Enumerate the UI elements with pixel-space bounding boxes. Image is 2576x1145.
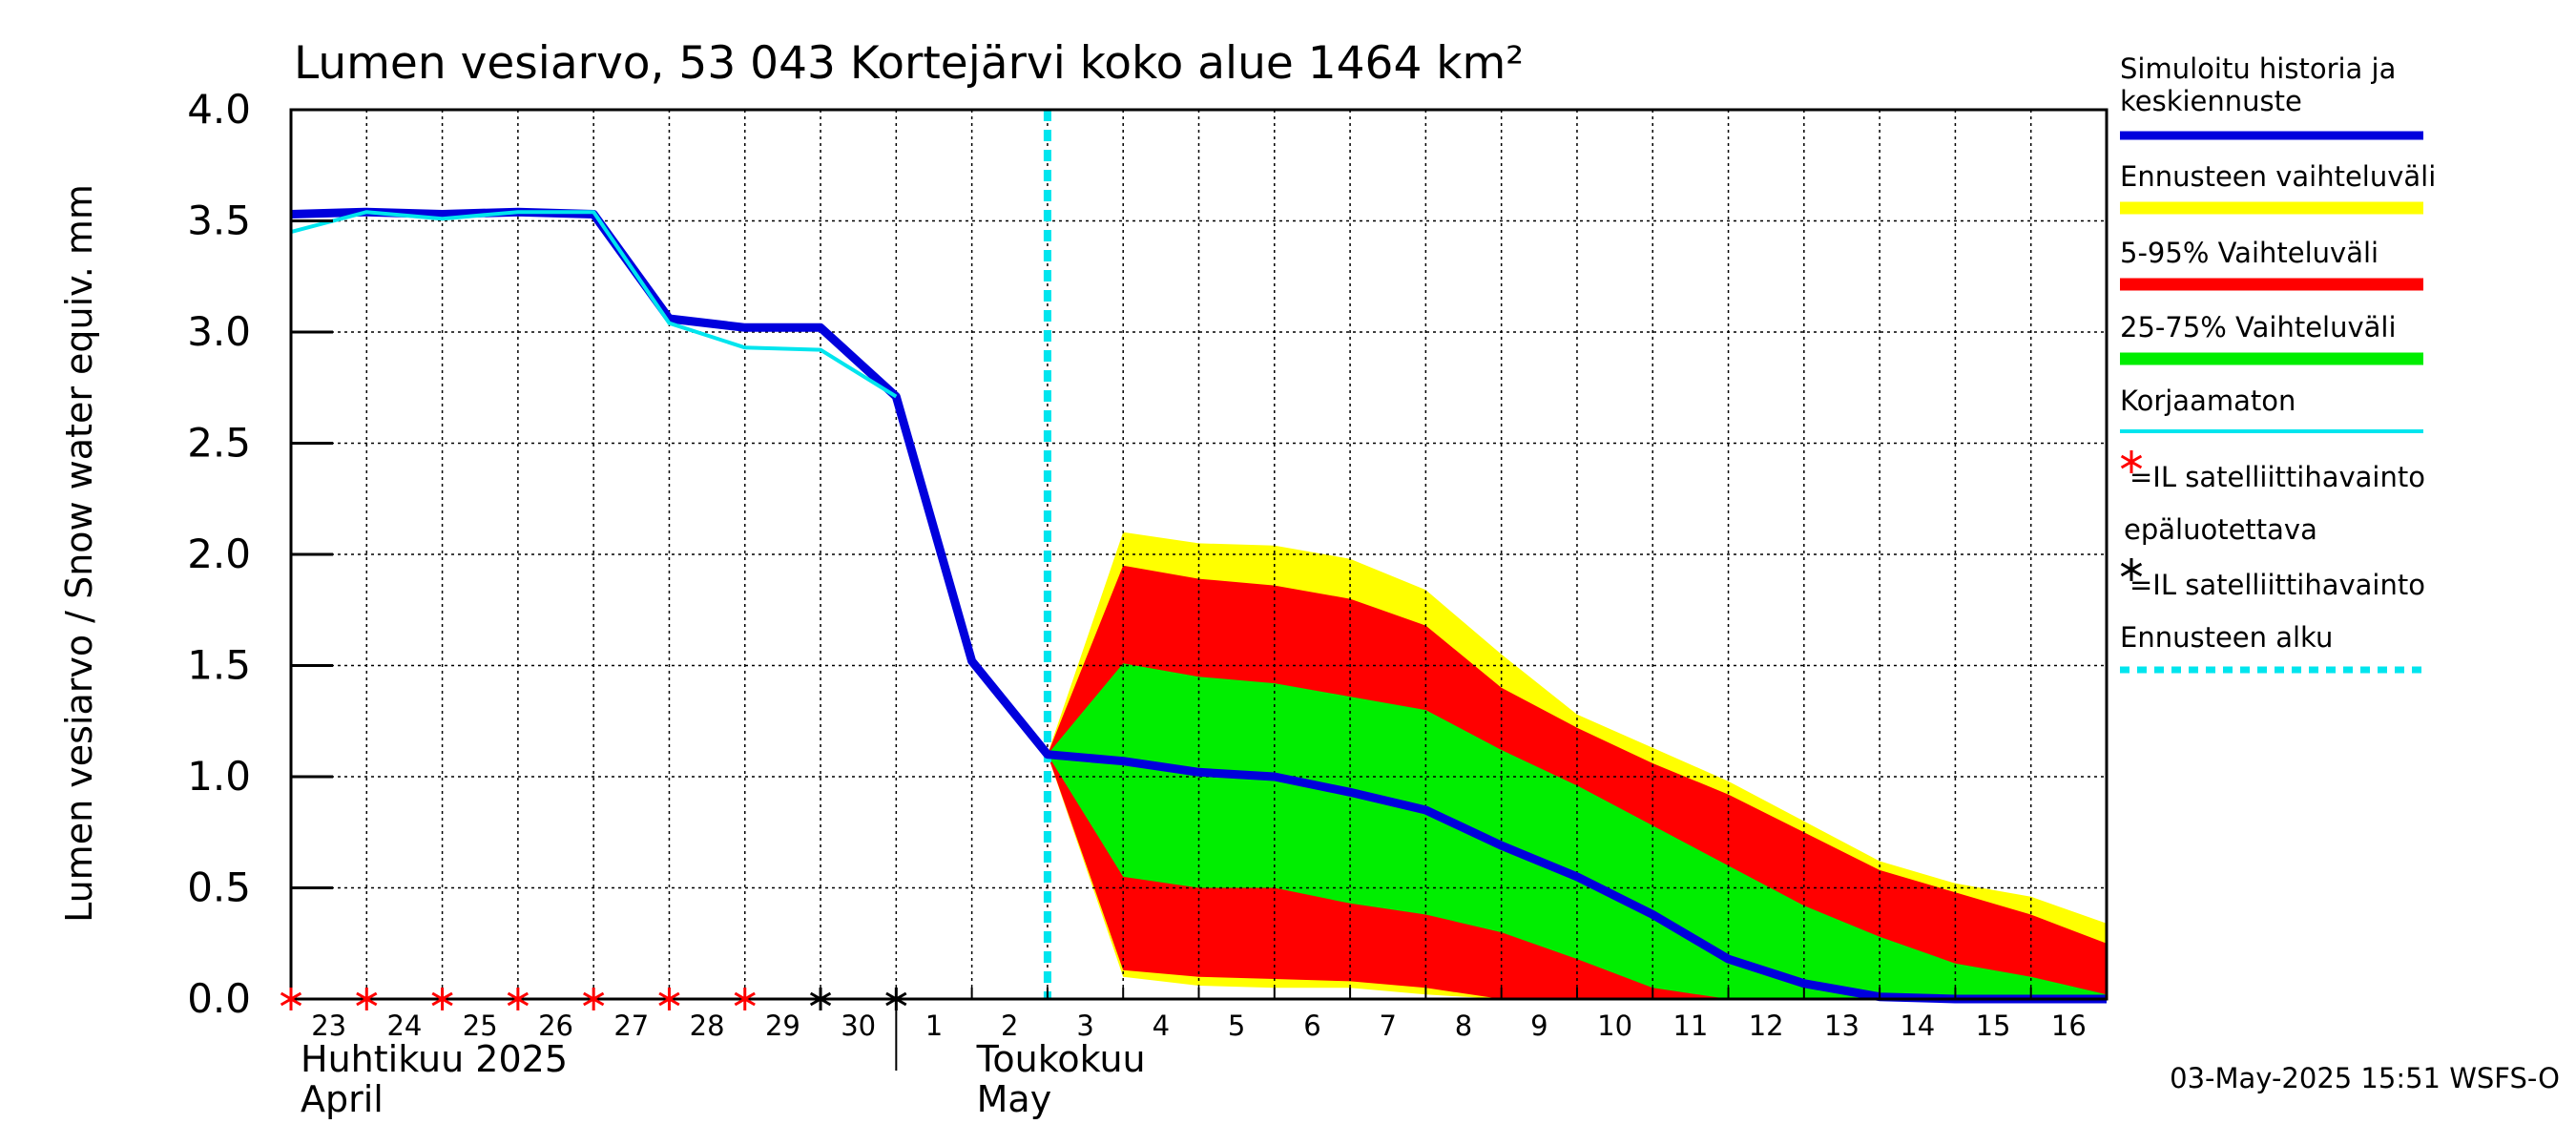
x-tick-label: 11	[1672, 1010, 1708, 1042]
legend-label-forecast-start: Ennusteen alku	[2120, 621, 2333, 654]
star-stroke	[2120, 454, 2143, 469]
satellite-obs-marker	[809, 988, 832, 1010]
x-tick-label: 13	[1824, 1010, 1859, 1042]
y-tick-label: 0.0	[187, 975, 251, 1022]
y-tick-label: 2.5	[187, 420, 251, 467]
x-tick-label: 23	[311, 1010, 346, 1042]
y-tick-label: 1.5	[187, 642, 251, 689]
y-tick-label: 2.0	[187, 531, 251, 577]
x-tick-label: 3	[1076, 1010, 1093, 1042]
legend-label-simulated-cont: keskiennuste	[2120, 85, 2302, 117]
satellite-obs-unreliable-marker	[658, 988, 680, 1010]
star-stroke	[2120, 562, 2143, 577]
series-lines	[290, 110, 2107, 1004]
axes: 0.00.51.01.52.02.53.03.54.023 24 25 26 27 28 2…	[187, 86, 2109, 1120]
legend-label-sat-unreliable-cont: epäluotettava	[2124, 513, 2317, 546]
footer-timestamp: 03-May-2025 15:51 WSFS-O	[2170, 1062, 2560, 1094]
y-tick-label: 3.5	[187, 198, 251, 244]
star-stroke	[356, 991, 378, 1007]
x-tick-label: 30	[841, 1010, 876, 1042]
satellite-obs-unreliable-marker	[583, 988, 605, 1010]
x-tick-label: 12	[1749, 1010, 1784, 1042]
month-label-fi: Toukokuu	[976, 1038, 1146, 1080]
satellite-obs-unreliable-marker	[431, 988, 453, 1010]
month-label-en: April	[301, 1078, 384, 1120]
satellite-obs-unreliable-marker	[280, 988, 302, 1010]
x-tick-label: 6	[1303, 1010, 1320, 1042]
y-axis-label: Lumen vesiarvo / Snow water equiv. mm	[58, 184, 100, 923]
x-tick-label: 28	[690, 1010, 725, 1042]
star-stroke	[658, 991, 680, 1007]
legend-label-simulated: Simuloitu historia ja	[2120, 52, 2396, 85]
x-tick-label: 14	[1900, 1010, 1935, 1042]
x-tick-label: 8	[1455, 1010, 1472, 1042]
x-tick-label: 10	[1597, 1010, 1632, 1042]
x-tick-label: 2	[1001, 1010, 1018, 1042]
star-stroke	[583, 991, 605, 1007]
month-label-en: May	[977, 1078, 1052, 1120]
y-tick-label: 3.0	[187, 308, 251, 355]
star-stroke	[507, 991, 530, 1007]
star-stroke	[885, 991, 907, 1007]
legend-label-korjaamaton: Korjaamaton	[2120, 385, 2296, 417]
legend-label-sat-unreliable: =IL satelliittihavainto	[2129, 461, 2425, 493]
x-tick-label: 7	[1380, 1010, 1397, 1042]
x-tick-label: 24	[386, 1010, 422, 1042]
x-tick-label: 16	[2051, 1010, 2087, 1042]
satellite-obs-unreliable-marker	[356, 988, 378, 1010]
x-tick-label: 29	[765, 1010, 800, 1042]
satellite-obs-unreliable-marker	[507, 988, 530, 1010]
star-stroke	[280, 991, 302, 1007]
legend-label-ennusteen-vaihteluv-li: Ennusteen vaihteluväli	[2120, 160, 2436, 193]
x-tick-label: 9	[1530, 1010, 1548, 1042]
legend-star-valid	[2120, 558, 2143, 581]
legend-star-unreliable	[2120, 450, 2143, 473]
x-tick-label: 26	[538, 1010, 573, 1042]
star-stroke	[431, 991, 453, 1007]
x-tick-label: 25	[463, 1010, 498, 1042]
star-stroke	[734, 991, 756, 1007]
satellite-obs-unreliable-marker	[734, 988, 756, 1010]
y-tick-label: 1.0	[187, 753, 251, 800]
y-tick-label: 4.0	[187, 86, 251, 133]
x-tick-label: 5	[1228, 1010, 1245, 1042]
star-stroke	[809, 991, 832, 1007]
month-label-fi: Huhtikuu 2025	[301, 1038, 568, 1080]
chart-title: Lumen vesiarvo, 53 043 Kortejärvi koko a…	[294, 37, 1524, 90]
legend-label-sat-valid: =IL satelliittihavainto	[2129, 569, 2425, 601]
satellite-obs-marker	[885, 988, 907, 1010]
x-tick-label: 1	[925, 1010, 943, 1042]
x-tick-label: 15	[1976, 1010, 2011, 1042]
y-tick-label: 0.5	[187, 864, 251, 911]
x-tick-label: 4	[1153, 1010, 1170, 1042]
legend-label-5-95-vaihteluv-li: 5-95% Vaihteluväli	[2120, 237, 2379, 269]
legend-label-25-75-vaihteluv-li: 25-75% Vaihteluväli	[2120, 311, 2397, 344]
x-tick-label: 27	[613, 1010, 649, 1042]
series-line-uncorrected	[290, 210, 898, 399]
